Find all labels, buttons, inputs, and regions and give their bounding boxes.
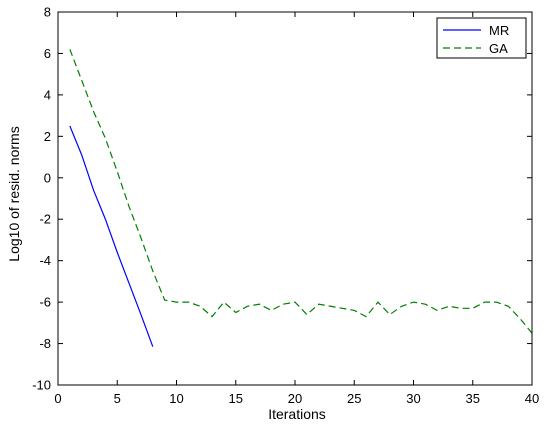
series-line-mr	[69, 125, 154, 347]
y-tick-label: -6	[39, 295, 51, 310]
plot-area	[58, 12, 532, 385]
x-tick-label: 35	[466, 391, 480, 406]
series-line-ga	[69, 49, 533, 334]
y-tick-label: 8	[44, 5, 51, 20]
x-axis: 0 5 10 15 20 25 30 35 40	[54, 12, 539, 406]
legend-label-mr: MR	[489, 23, 509, 38]
y-tick-label: -10	[32, 378, 51, 393]
series-layer	[69, 49, 533, 347]
y-tick-label: -8	[39, 336, 51, 351]
x-tick-label: 10	[169, 391, 183, 406]
y-tick-label: -4	[39, 253, 51, 268]
x-tick-label: 5	[114, 391, 121, 406]
x-tick-label: 0	[54, 391, 61, 406]
legend-box	[436, 17, 527, 59]
x-tick-label: 25	[347, 391, 361, 406]
y-axis-label: Log10 of resid. norms	[6, 126, 22, 261]
x-tick-label: 30	[406, 391, 420, 406]
y-tick-label: 0	[44, 170, 51, 185]
x-tick-label: 20	[288, 391, 302, 406]
x-tick-label: 15	[229, 391, 243, 406]
legend-label-ga: GA	[489, 41, 508, 56]
y-tick-label: 4	[44, 87, 51, 102]
y-tick-label: 6	[44, 46, 51, 61]
legend: MR GA	[436, 17, 527, 59]
x-axis-label: Iterations	[268, 406, 326, 422]
y-tick-label: 2	[44, 129, 51, 144]
x-tick-label: 40	[525, 391, 539, 406]
y-axis: -10 -8 -6 -4 -2 0 2 4 6 8	[32, 5, 532, 393]
y-tick-label: -2	[39, 212, 51, 227]
